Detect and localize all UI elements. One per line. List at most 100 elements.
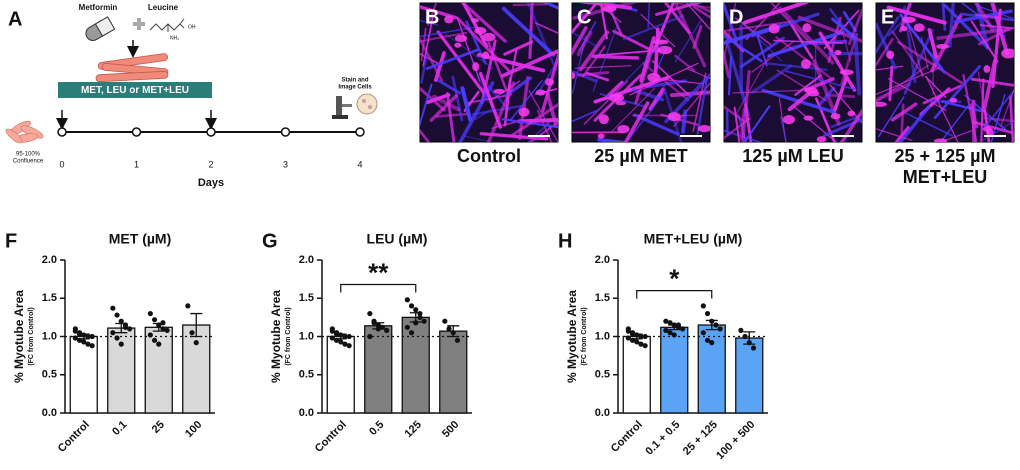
myotube [633,113,680,136]
data-point [638,333,644,340]
nucleus [652,39,669,45]
nucleus [657,45,673,55]
data-point [680,326,686,332]
nucleus [834,49,842,56]
chart-title: MET (µM) [109,231,172,247]
myotube [432,94,461,112]
nucleus [667,112,681,122]
myotube [572,3,599,35]
data-point [408,303,415,309]
myotube [674,54,696,72]
x-tick-label: 25 [150,419,167,436]
panel-letter: F [5,230,17,252]
myotube [876,37,894,67]
panel-a: A Metformin Leucine OH NH₂ MET, LEU or M… [5,3,378,189]
myotube [877,96,905,138]
myotube [970,77,1014,87]
myotube [842,34,852,62]
myotube [681,109,688,134]
micrograph: D 125 µM LEU [723,2,863,166]
nucleus [816,136,827,142]
y-tick-label: 1.0 [299,330,314,342]
nucleus [454,34,468,43]
data-point [704,337,711,343]
myotube [778,6,835,65]
nucleus [913,23,925,32]
nucleus [886,50,895,59]
myotube [486,81,516,142]
myotube [429,94,459,122]
myotube [741,69,751,142]
myotube [787,92,811,112]
note-line: Confluence [13,159,44,165]
y-tick-label: 1.5 [42,292,57,304]
nucleus [647,72,661,82]
myotube [591,54,640,60]
data-point [160,320,166,326]
myotube [974,3,995,32]
data-point [151,337,158,343]
data-point [338,339,344,345]
nucleus [454,42,462,48]
note-line: Stain and [341,78,368,84]
image-bg [571,2,711,143]
myotube [780,116,787,142]
image-label: 25 + 125 µM [895,146,996,166]
data-point [663,327,669,333]
data-point [404,324,410,330]
myotube [750,64,793,94]
myotube [668,3,710,9]
nucleus [936,44,950,49]
bar-chart: F MET (µM) % Myotube Area (FC from Control)… [5,230,215,455]
myotube [724,3,739,43]
y-tick-label: 1.0 [42,330,57,342]
data-point [750,345,757,351]
data-point [375,326,381,332]
myotube [980,78,985,142]
myotube [725,39,750,116]
nucleus [983,65,991,73]
myotube [902,111,954,137]
image-content [724,3,862,142]
myotube [687,3,710,13]
myotube [894,126,910,142]
nucleus [472,62,480,72]
treatment-box [58,82,212,98]
myotube [876,128,913,142]
nucleus [982,126,992,132]
bar-chart: H MET+LEU (µM) % Myotube Area (FC from Cont… [558,230,768,462]
bar [107,327,136,414]
myotube [599,3,609,40]
nucleus [617,124,630,134]
myotube [597,137,627,142]
data-point [89,343,95,349]
myotube [516,117,558,124]
myotube [876,22,897,70]
day-label: 0 [59,159,64,169]
bar [622,335,651,414]
data-point [127,326,133,332]
y-tick-label: 0.5 [299,369,314,381]
myotube [891,30,925,77]
data-point [738,327,744,333]
image-panels: B Control C 25 µM MET D 125 µM LEU E 25 + 125 µ… [419,2,1015,187]
myotube [456,16,511,73]
data-point [118,341,124,347]
nucleus [518,107,530,117]
panel-letter: G [262,230,278,252]
myotube [900,103,905,136]
panel-letter: E [881,6,894,28]
data-point [454,337,461,343]
myotube [620,43,663,87]
nucleus [802,23,812,33]
myotube [510,102,558,137]
group-label: OH [188,24,196,30]
data-point [634,339,640,345]
myotube [420,86,446,112]
panel-letter: H [558,230,572,252]
myotube [420,26,476,38]
myotube [751,12,820,38]
nucleus [839,69,854,75]
myotube [793,105,837,142]
data-point [709,340,715,346]
